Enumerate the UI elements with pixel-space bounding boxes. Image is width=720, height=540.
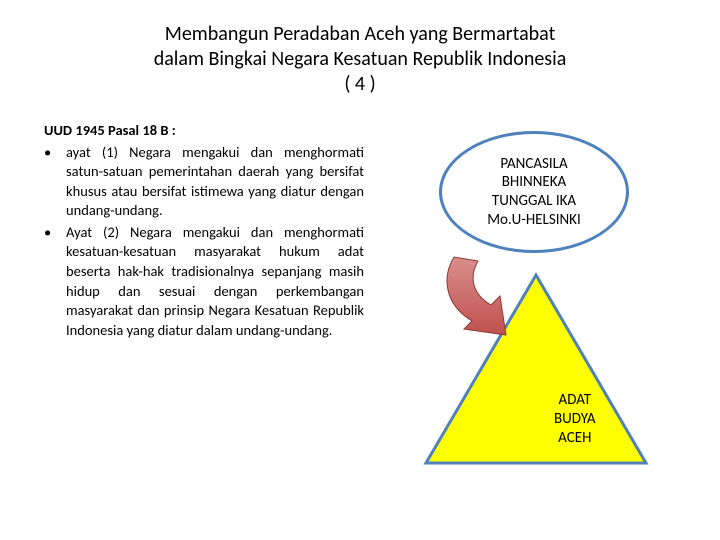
content-area: UUD 1945 Pasal 18 B : • ayat (1) Negara … — [0, 97, 720, 342]
curved-arrow — [434, 249, 544, 349]
triangle-line: ADAT — [554, 391, 596, 410]
oval-line: PANCASILA — [487, 155, 581, 174]
bullet-mark: • — [44, 223, 66, 340]
slide-title: Membangun Peradaban Aceh yang Bermartaba… — [0, 0, 720, 97]
triangle-label: ADAT BUDYA ACEH — [554, 391, 596, 447]
oval-line: BHINNEKA — [487, 173, 581, 192]
left-text-block: UUD 1945 Pasal 18 B : • ayat (1) Negara … — [44, 121, 364, 342]
left-heading: UUD 1945 Pasal 18 B : — [44, 121, 364, 141]
oval-line: Mo.U-HELSINKI — [487, 211, 581, 230]
right-diagram: ADAT BUDYA ACEH PANCASILA BHINNEKA TUNGG… — [364, 121, 690, 342]
oval-line: TUNGGAL IKA — [487, 192, 581, 211]
title-line-3: ( 4 ) — [0, 72, 720, 97]
triangle-line: ACEH — [554, 429, 596, 448]
bullet-text: Ayat (2) Negara mengakui dan menghormati… — [66, 223, 364, 340]
bullet-item: • Ayat (2) Negara mengakui dan menghorma… — [44, 223, 364, 340]
triangle-line: BUDYA — [554, 410, 596, 429]
bullet-text: ayat (1) Negara mengakui dan menghormati… — [66, 143, 364, 221]
title-line-1: Membangun Peradaban Aceh yang Bermartaba… — [0, 22, 720, 47]
bullet-item: • ayat (1) Negara mengakui dan menghorma… — [44, 143, 364, 221]
oval-shape: PANCASILA BHINNEKA TUNGGAL IKA Mo.U-HELS… — [439, 131, 629, 253]
bullet-mark: • — [44, 143, 66, 221]
oval-text: PANCASILA BHINNEKA TUNGGAL IKA Mo.U-HELS… — [487, 155, 581, 230]
title-line-2: dalam Bingkai Negara Kesatuan Republik I… — [0, 47, 720, 72]
